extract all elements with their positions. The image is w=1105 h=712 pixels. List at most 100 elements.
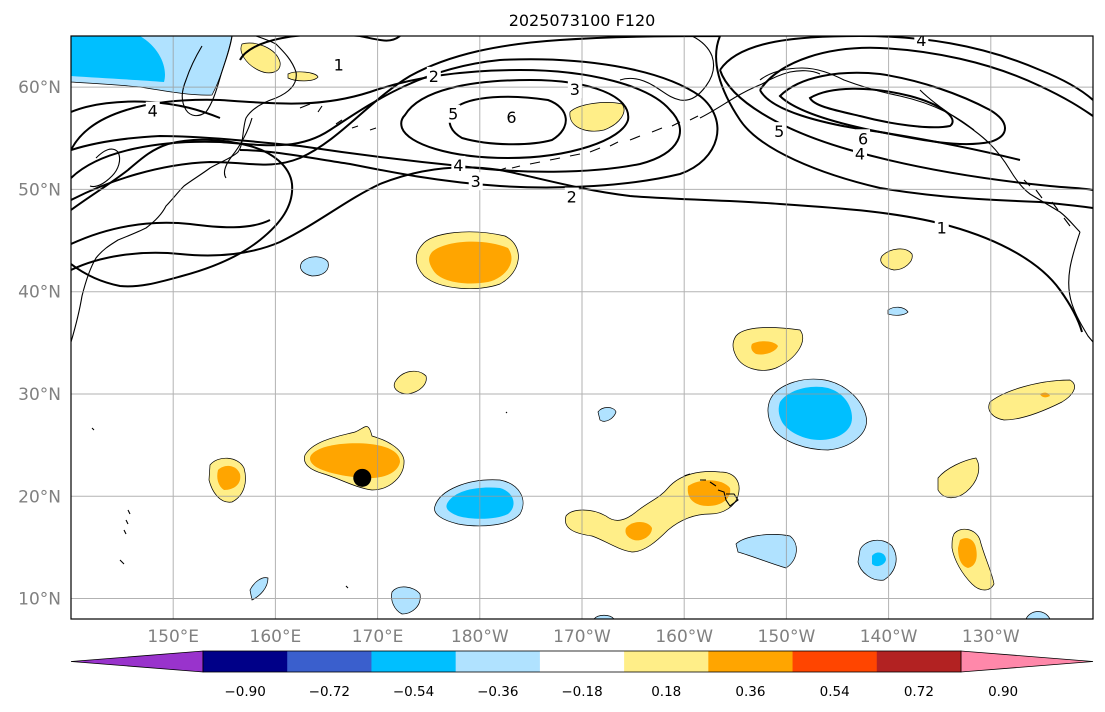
lon-tick-label: 130°W: [962, 627, 1020, 647]
gridlines-layer: [71, 36, 1093, 619]
contour-label-background: [567, 80, 582, 99]
colorbar-segment: [539, 651, 625, 672]
colorbar-tick-label: −0.36: [477, 684, 518, 700]
coastline-alaska-south: [699, 70, 821, 119]
contour-label: 4: [855, 145, 865, 164]
lat-tick-label: 50°N: [18, 180, 61, 200]
contour-label: 6: [506, 108, 516, 127]
contour-label-background: [331, 55, 346, 74]
contour-line-5-west: [400, 78, 630, 160]
contour-label: 4: [916, 31, 926, 50]
fill-region-yellow-35n: [732, 327, 804, 371]
contour-lines-layer: [71, 36, 1093, 333]
colorbar: −0.90 −0.72 −0.54 −0.36 −0.18 0.18 0.36 0.54 0.7…: [70, 650, 1094, 700]
coastline-aleutians-west: [299, 103, 377, 131]
latitude-tick-labels: 10°N 20°N 30°N 40°N 50°N 60°N: [18, 78, 61, 609]
contour-label-background: [772, 122, 787, 141]
contour-label-background: [914, 36, 929, 50]
location-marker: [353, 468, 372, 487]
contour-label: 5: [448, 105, 458, 124]
colorbar-tick-label: 0.90: [988, 684, 1018, 700]
contour-label-background: [504, 107, 519, 126]
lon-tick-label: 160°E: [250, 627, 302, 647]
fill-region-yellow-30n: [988, 379, 1075, 421]
lat-tick-label: 40°N: [18, 283, 61, 303]
colorbar-segment: [287, 651, 372, 672]
contour-line-2: [71, 36, 1093, 245]
fill-region-east-pacific: [951, 528, 995, 591]
colorbar-segment: [708, 651, 794, 672]
lon-tick-label: 150°E: [147, 627, 199, 647]
colorbar-segment: [371, 651, 457, 672]
fill-region-north-pacific: [415, 231, 519, 290]
colorbar-tick-label: −0.90: [224, 684, 265, 700]
lon-tick-label: 160°W: [655, 627, 713, 647]
fill-region-small-blue-35n: [597, 407, 617, 422]
fill-region-small-blue-38n: [887, 306, 909, 316]
coastline-north-america: [1068, 231, 1093, 343]
lat-tick-label: 60°N: [18, 78, 61, 98]
coastline-hawaii: [683, 473, 739, 507]
coastline-japan: [89, 148, 121, 188]
contour-label-background: [446, 104, 461, 123]
colorbar-over-triangle: [960, 650, 1094, 673]
contour-line-1-north: [239, 36, 401, 61]
contour-label-background: [852, 144, 867, 163]
contour-label: 3: [471, 172, 481, 191]
coastline-aleutians: [499, 115, 699, 171]
fill-region-kamchatka: [71, 36, 233, 96]
colorbar-under-triangle: [70, 650, 204, 673]
lat-tick-label: 10°N: [18, 590, 61, 610]
lon-tick-label: 150°W: [758, 627, 816, 647]
lon-tick-label: 180°W: [451, 627, 509, 647]
contour-label: 3: [570, 80, 580, 99]
colorbar-tick-label: 0.18: [651, 684, 681, 700]
contour-label-background: [564, 187, 579, 206]
colorbar-segment: [876, 651, 962, 672]
contour-line-west-loop: [71, 138, 294, 288]
contour-line-5-east: [778, 71, 1006, 146]
fill-region-yellow-21n: [937, 457, 980, 499]
coastline-islands-west: [91, 411, 508, 589]
contour-label-background: [934, 218, 949, 237]
colorbar-tick-label: 0.72: [904, 684, 934, 700]
lon-tick-label: 140°W: [860, 627, 918, 647]
contour-label: 1: [937, 218, 947, 237]
colorbar-frame: [202, 650, 962, 673]
fill-region-small-blue-15n: [735, 534, 797, 569]
coastline-kamchatka: [181, 36, 233, 117]
lat-tick-label: 30°N: [18, 385, 61, 405]
contour-label: 6: [858, 129, 868, 148]
fill-region-west-pacific: [208, 457, 246, 503]
contour-label: 4: [453, 156, 463, 175]
fill-region-okhotsk: [240, 42, 281, 74]
fill-region-blue-14n: [857, 539, 897, 581]
colorbar-segment: [455, 651, 541, 672]
colorbar-tick-label: −0.18: [561, 684, 602, 700]
contour-label-background: [451, 155, 466, 174]
contour-line-4-west: [71, 68, 681, 173]
contour-label-background: [468, 172, 483, 191]
contour-label: 2: [429, 67, 439, 86]
fill-region-small-blue-11n: [249, 577, 269, 601]
colorbar-tick-label: −0.72: [309, 684, 350, 700]
contour-label-background: [145, 101, 160, 120]
coastline-alaska: [619, 36, 715, 101]
coastline-alaska-panhandle: [919, 89, 1081, 233]
lon-tick-label: 170°W: [553, 627, 611, 647]
colorbar-tick-label: −0.54: [393, 684, 434, 700]
colorbar-segment: [203, 651, 288, 672]
chart-title: 2025073100 F120: [509, 11, 656, 30]
contour-label-background: [426, 66, 441, 85]
contour-label: 4: [148, 102, 158, 121]
map-frame: [70, 35, 1094, 620]
fill-region-blue-28n: [767, 378, 867, 451]
contour-line-6-east: [808, 87, 954, 129]
fill-region-small-blue-10n: [391, 586, 421, 615]
contour-label: 2: [567, 188, 577, 207]
contour-line-6-west: [448, 95, 567, 146]
coastline-asia: [71, 36, 297, 343]
